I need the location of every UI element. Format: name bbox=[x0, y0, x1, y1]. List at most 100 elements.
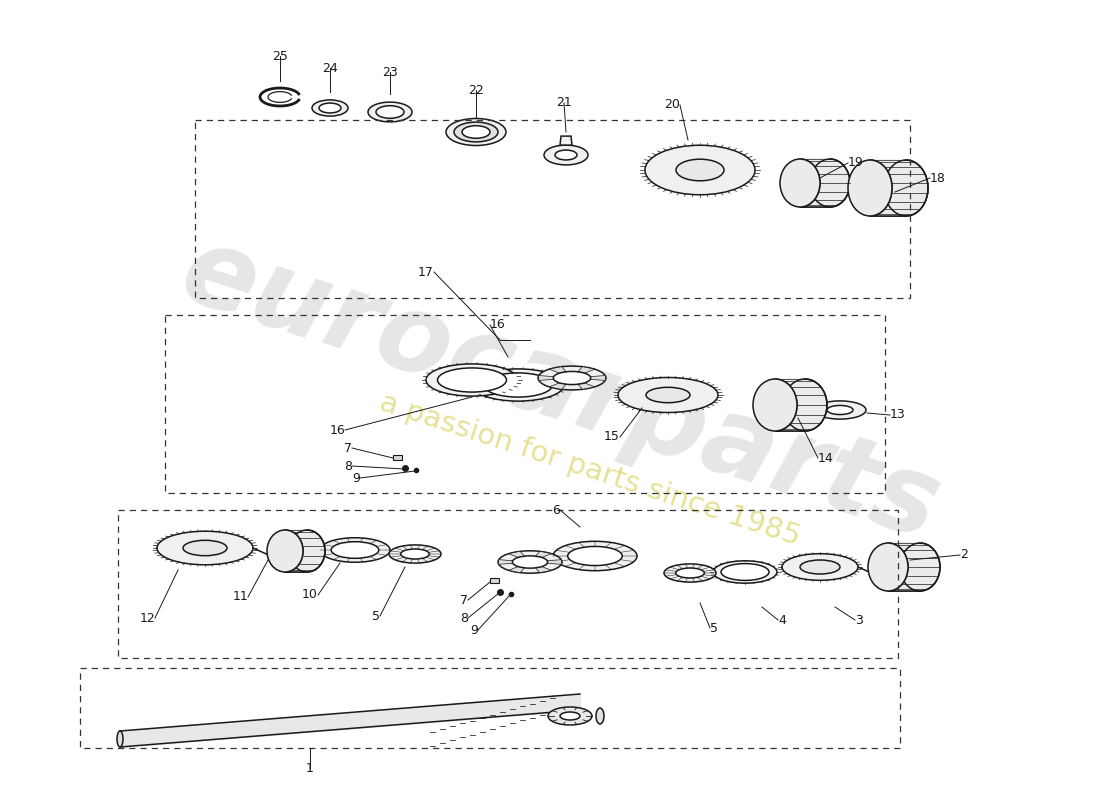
Text: 12: 12 bbox=[140, 611, 155, 625]
Text: 2: 2 bbox=[960, 549, 968, 562]
Ellipse shape bbox=[498, 550, 562, 573]
Ellipse shape bbox=[513, 556, 548, 568]
Ellipse shape bbox=[810, 159, 850, 207]
Polygon shape bbox=[578, 383, 595, 390]
Text: 15: 15 bbox=[604, 430, 620, 443]
Ellipse shape bbox=[400, 549, 429, 559]
Ellipse shape bbox=[389, 545, 441, 563]
Bar bbox=[195, 120, 910, 298]
Text: 20: 20 bbox=[664, 98, 680, 111]
Ellipse shape bbox=[675, 568, 704, 578]
Ellipse shape bbox=[783, 379, 827, 431]
Ellipse shape bbox=[618, 378, 718, 413]
Polygon shape bbox=[560, 136, 572, 145]
Text: 5: 5 bbox=[372, 610, 379, 622]
Polygon shape bbox=[547, 560, 561, 564]
Text: 8: 8 bbox=[344, 459, 352, 473]
Ellipse shape bbox=[676, 159, 724, 181]
Polygon shape bbox=[870, 160, 928, 216]
Ellipse shape bbox=[538, 366, 606, 390]
Ellipse shape bbox=[713, 561, 777, 583]
Ellipse shape bbox=[645, 146, 755, 194]
Text: 21: 21 bbox=[557, 97, 572, 110]
Text: 11: 11 bbox=[232, 590, 248, 603]
Ellipse shape bbox=[754, 379, 798, 431]
Bar bbox=[393, 455, 402, 460]
Text: 7: 7 bbox=[344, 442, 352, 454]
Text: eurocarparts: eurocarparts bbox=[168, 218, 951, 562]
Text: 25: 25 bbox=[272, 50, 288, 62]
Text: 3: 3 bbox=[855, 614, 862, 626]
Polygon shape bbox=[508, 566, 525, 573]
Ellipse shape bbox=[331, 542, 378, 558]
Ellipse shape bbox=[553, 371, 591, 385]
Text: 4: 4 bbox=[778, 614, 785, 626]
Ellipse shape bbox=[183, 540, 227, 556]
Text: a passion for parts since 1985: a passion for parts since 1985 bbox=[376, 389, 804, 551]
Polygon shape bbox=[578, 366, 595, 373]
Polygon shape bbox=[549, 366, 566, 373]
Bar bbox=[118, 510, 898, 658]
Polygon shape bbox=[285, 530, 324, 572]
Text: 17: 17 bbox=[418, 266, 434, 278]
Text: 7: 7 bbox=[460, 594, 467, 606]
Text: 8: 8 bbox=[460, 611, 467, 625]
Polygon shape bbox=[508, 551, 525, 558]
Ellipse shape bbox=[368, 102, 412, 122]
Polygon shape bbox=[549, 383, 566, 390]
Polygon shape bbox=[800, 159, 850, 207]
Ellipse shape bbox=[289, 530, 324, 572]
Text: 9: 9 bbox=[352, 471, 360, 485]
Ellipse shape bbox=[568, 546, 623, 566]
Bar bbox=[490, 578, 499, 583]
Ellipse shape bbox=[544, 145, 588, 165]
Ellipse shape bbox=[472, 369, 564, 401]
Ellipse shape bbox=[556, 150, 578, 160]
Text: 10: 10 bbox=[302, 589, 318, 602]
Ellipse shape bbox=[560, 712, 580, 720]
Ellipse shape bbox=[462, 126, 490, 138]
Polygon shape bbox=[498, 560, 513, 564]
Ellipse shape bbox=[900, 543, 940, 591]
Text: 9: 9 bbox=[470, 623, 478, 637]
Bar bbox=[80, 668, 900, 748]
Ellipse shape bbox=[868, 543, 908, 591]
Polygon shape bbox=[536, 551, 551, 558]
Ellipse shape bbox=[827, 406, 853, 414]
Ellipse shape bbox=[553, 542, 637, 570]
Text: 19: 19 bbox=[848, 157, 864, 170]
Text: 24: 24 bbox=[322, 62, 338, 74]
Ellipse shape bbox=[319, 103, 341, 113]
Text: 23: 23 bbox=[382, 66, 398, 78]
Ellipse shape bbox=[596, 708, 604, 724]
Polygon shape bbox=[536, 566, 551, 573]
Ellipse shape bbox=[646, 387, 690, 402]
Ellipse shape bbox=[782, 554, 858, 580]
Polygon shape bbox=[776, 379, 827, 431]
Ellipse shape bbox=[117, 731, 123, 747]
Text: 13: 13 bbox=[890, 409, 905, 422]
Polygon shape bbox=[591, 375, 605, 381]
Text: 22: 22 bbox=[469, 83, 484, 97]
Ellipse shape bbox=[848, 160, 892, 216]
Text: 16: 16 bbox=[490, 318, 506, 331]
Ellipse shape bbox=[376, 106, 404, 118]
Ellipse shape bbox=[267, 530, 303, 572]
Ellipse shape bbox=[800, 560, 840, 574]
Ellipse shape bbox=[484, 373, 552, 397]
Ellipse shape bbox=[780, 159, 820, 207]
Polygon shape bbox=[888, 543, 940, 591]
Text: 14: 14 bbox=[818, 451, 834, 465]
Text: 1: 1 bbox=[306, 762, 313, 774]
Ellipse shape bbox=[446, 118, 506, 146]
Ellipse shape bbox=[814, 401, 866, 419]
Text: 16: 16 bbox=[329, 423, 345, 437]
Ellipse shape bbox=[454, 122, 498, 142]
Text: 6: 6 bbox=[552, 503, 560, 517]
Polygon shape bbox=[539, 375, 553, 381]
Text: 18: 18 bbox=[930, 171, 946, 185]
Ellipse shape bbox=[884, 160, 928, 216]
Ellipse shape bbox=[664, 564, 716, 582]
Ellipse shape bbox=[720, 563, 769, 581]
Ellipse shape bbox=[548, 707, 592, 725]
